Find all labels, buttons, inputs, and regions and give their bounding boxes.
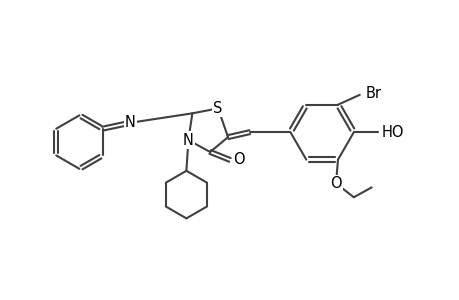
Text: O: O bbox=[232, 152, 244, 167]
Text: HO: HO bbox=[381, 125, 403, 140]
Text: N: N bbox=[183, 133, 193, 148]
Text: O: O bbox=[330, 176, 341, 191]
Text: N: N bbox=[124, 115, 135, 130]
Text: S: S bbox=[213, 101, 222, 116]
Text: Br: Br bbox=[365, 86, 381, 101]
